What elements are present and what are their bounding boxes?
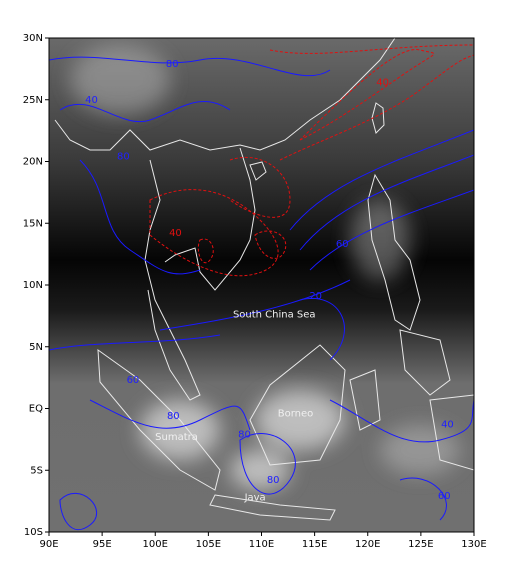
contour-label: 60 — [438, 491, 451, 502]
contour-label: 40 — [376, 77, 389, 88]
x-tick-label: 125E — [408, 539, 433, 550]
contour-label: 40 — [85, 95, 98, 106]
contour-label: 60 — [336, 239, 349, 250]
contour-label: 80 — [167, 411, 180, 422]
x-tick-label: 95E — [93, 539, 112, 550]
y-tick-label: 5N — [29, 342, 43, 353]
contours — [49, 44, 474, 531]
y-tick-label: 10N — [23, 280, 43, 291]
contour-label: 40 — [169, 228, 182, 239]
x-tick-label: 90E — [39, 539, 58, 550]
place-label: Borneo — [278, 408, 314, 419]
place-label: Java — [244, 492, 266, 503]
y-tick-label: 10S — [24, 527, 43, 538]
y-tick-label: 30N — [23, 33, 43, 44]
x-tick-label: 100E — [143, 539, 168, 550]
x-tick-label: 130E — [461, 539, 486, 550]
contour-label: 80 — [117, 152, 130, 163]
y-tick-label: EQ — [29, 404, 43, 415]
x-tick-label: 105E — [196, 539, 221, 550]
y-tick-label: 15N — [23, 218, 43, 229]
contour-label: 80 — [238, 429, 251, 440]
contour-label: 40 — [441, 420, 454, 431]
contour-label: 60 — [127, 375, 140, 386]
place-label: Sumatra — [155, 432, 198, 443]
y-tick-label: 25N — [23, 95, 43, 106]
x-tick-label: 110E — [249, 539, 274, 550]
x-tick-label: 120E — [355, 539, 380, 550]
contour-label: 80 — [166, 59, 179, 70]
place-label: South China Sea — [233, 310, 316, 321]
contour-label: 80 — [267, 475, 280, 486]
satellite-image — [49, 38, 474, 532]
contour-label: 20 — [309, 291, 322, 302]
x-tick-label: 115E — [302, 539, 327, 550]
y-tick-label: 5S — [30, 465, 43, 476]
y-tick-label: 20N — [23, 157, 43, 168]
